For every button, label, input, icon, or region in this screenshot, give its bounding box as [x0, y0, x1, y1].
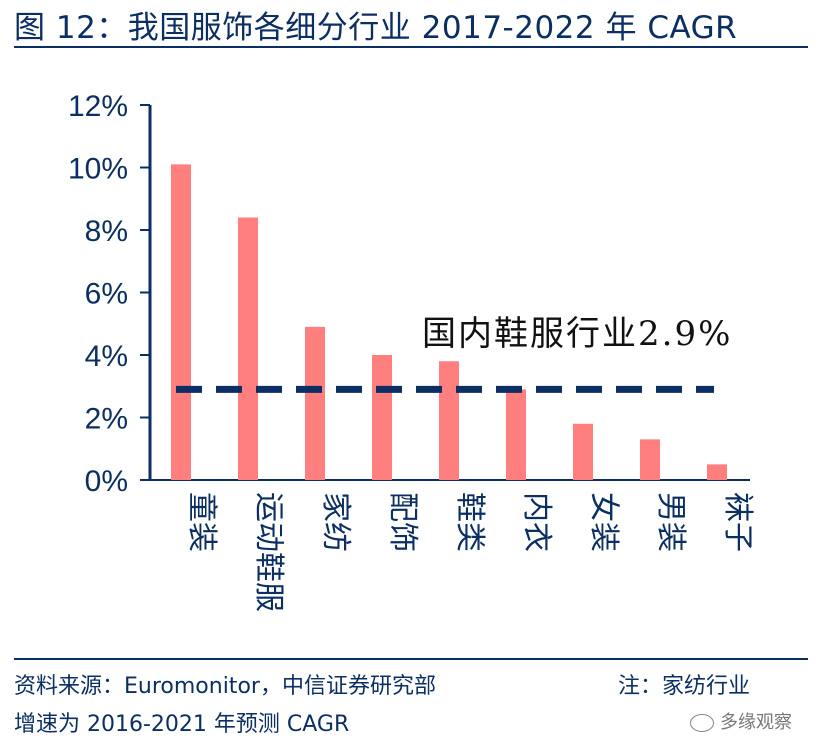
- y-tick-label: 10%: [68, 153, 128, 186]
- watermark-text: 多缘观察: [720, 712, 792, 733]
- bar-chart: 0% 2% 4% 6% 8% 10% 12% 童装 运动鞋服 家纺 配饰 鞋类 内衣 女装 男装 袜子 国内…: [68, 90, 755, 612]
- x-category-label: 运动鞋服: [251, 492, 286, 612]
- x-category-label: 家纺: [318, 492, 353, 552]
- y-tick-label: 12%: [68, 90, 128, 123]
- reference-line-label: 国内鞋服行业2.9%: [422, 314, 732, 354]
- y-tick-label: 4%: [85, 340, 128, 373]
- bar-8: [640, 439, 660, 480]
- x-category-label: 女装: [586, 492, 621, 552]
- chart-title: 图 12：我国服饰各细分行业 2017-2022 年 CAGR: [14, 10, 738, 46]
- bar-9: [707, 464, 727, 480]
- x-category-label: 内衣: [519, 492, 554, 552]
- y-axis: 0% 2% 4% 6% 8% 10% 12%: [68, 90, 750, 498]
- watermark: 多缘观察: [690, 708, 792, 734]
- bar-2: [238, 217, 258, 480]
- bars: [171, 164, 727, 480]
- y-tick-label: 8%: [85, 215, 128, 248]
- x-category-label: 袜子: [720, 492, 755, 552]
- footer-rule: [14, 658, 808, 660]
- y-tick-label: 2%: [85, 403, 128, 436]
- note-text: 注：家纺行业: [618, 674, 751, 699]
- x-category-label: 男装: [653, 492, 688, 552]
- note-continued: 增速为 2016-2021 年预测 CAGR: [14, 712, 350, 737]
- wechat-icon: [690, 714, 714, 732]
- x-axis-labels: 童装 运动鞋服 家纺 配饰 鞋类 内衣 女装 男装 袜子: [184, 492, 755, 612]
- y-tick-label: 0%: [85, 465, 128, 498]
- bar-6: [506, 389, 526, 480]
- x-category-label: 鞋类: [452, 492, 487, 552]
- reference-line-group: 国内鞋服行业2.9%: [176, 314, 732, 393]
- bar-5: [439, 361, 459, 480]
- title-rule: [14, 46, 808, 48]
- x-category-label: 童装: [184, 492, 219, 552]
- bar-7: [573, 423, 593, 480]
- y-tick-label: 6%: [85, 278, 128, 311]
- source-text: 资料来源：Euromonitor，中信证券研究部: [14, 674, 436, 699]
- bar-3: [305, 326, 325, 480]
- bar-1: [171, 164, 191, 480]
- bar-4: [372, 355, 392, 480]
- x-category-label: 配饰: [385, 492, 420, 552]
